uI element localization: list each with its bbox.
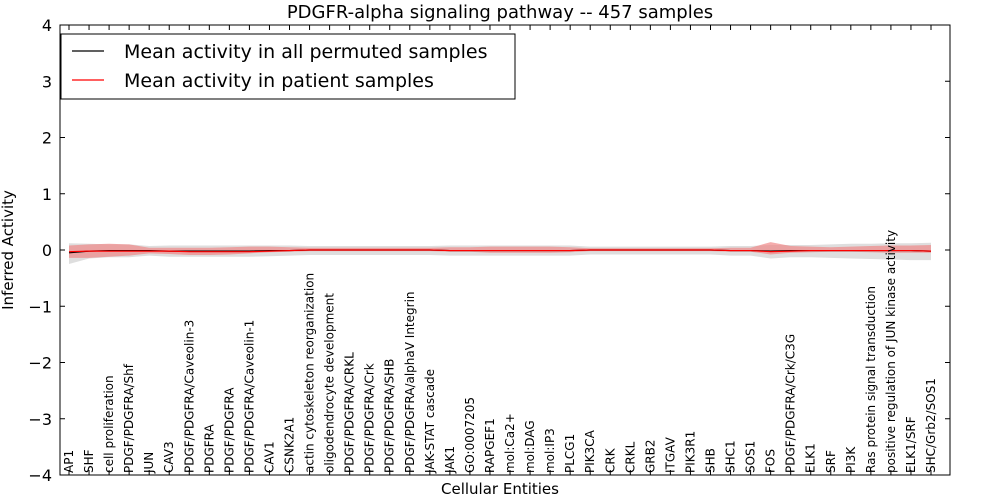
x-tick-label: ITGAV <box>663 436 677 473</box>
x-tick-label: RAPGEF1 <box>483 418 497 473</box>
x-tick-label: SHC1 <box>724 440 738 473</box>
legend: Mean activity in all permuted samples Me… <box>60 33 516 100</box>
x-tick-label: cell proliferation <box>102 375 116 473</box>
legend-label-permuted: Mean activity in all permuted samples <box>124 41 487 63</box>
y-tick-label: 4 <box>42 16 52 35</box>
x-tick-label: actin cytoskeleton reorganization <box>303 273 317 473</box>
x-tick-label: ELK1 <box>804 443 818 473</box>
x-axis: AP1 SHF cell proliferation PDGF/PDGFRA/Shf J… <box>62 25 938 475</box>
x-tick-label: CRK <box>603 447 617 473</box>
y-tick-label: 3 <box>42 72 52 91</box>
chart-title: PDGFR-alpha signaling pathway -- 457 sam… <box>287 2 713 23</box>
y-tick-label: −2 <box>28 354 52 373</box>
x-tick-label: mol:Ca2+ <box>503 413 517 473</box>
x-tick-label: SHB <box>703 448 717 473</box>
x-tick-label: ELK1/SRF <box>904 416 918 473</box>
x-tick-label: PLCG1 <box>563 434 577 473</box>
x-tick-label: PDGF/PDGFRA/Shf <box>122 363 136 473</box>
y-axis: −4 −3 −2 −1 0 1 2 3 4 <box>28 16 950 485</box>
x-tick-label: SOS1 <box>744 441 758 473</box>
x-tick-label: GRB2 <box>643 439 657 473</box>
x-tick-label: PI3K <box>844 446 858 473</box>
y-tick-label: −3 <box>28 410 52 429</box>
y-tick-label: −4 <box>28 466 52 485</box>
x-tick-label: Ras protein signal transduction <box>864 286 878 473</box>
x-tick-label: JAK-STAT cascade <box>423 369 437 474</box>
x-tick-label: PIK3R1 <box>683 431 697 473</box>
patient-mean-line <box>68 249 932 253</box>
x-tick-label: PDGF/PDGFRA/Caveolin-1 <box>242 320 256 473</box>
y-tick-label: 0 <box>42 241 52 260</box>
x-tick-label: PDGF/PDGFRA/SHB <box>383 359 397 473</box>
x-tick-label: AP1 <box>62 450 76 473</box>
legend-label-patient: Mean activity in patient samples <box>124 70 434 92</box>
y-tick-label: 1 <box>42 185 52 204</box>
x-tick-label: PDGF/PDGFRA/Caveolin-3 <box>182 320 196 473</box>
x-tick-label: JUN <box>142 452 156 474</box>
y-axis-label: Inferred Activity <box>0 190 17 310</box>
x-tick-label: PDGF/PDGFRA/Crk/C3G <box>784 334 798 473</box>
x-tick-label: PIK3CA <box>583 429 597 473</box>
x-tick-label: CAV1 <box>262 441 276 473</box>
x-tick-label: PDGF/PDGFRA/alphaV Integrin <box>403 291 417 473</box>
x-tick-label: SHF <box>82 449 96 473</box>
x-tick-label: SRF <box>824 450 838 473</box>
y-tick-label: 2 <box>42 129 52 148</box>
x-tick-label: PDGF/PDGFRA/CRKL <box>343 352 357 473</box>
x-tick-label: PDGF/PDGFRA/Crk <box>363 363 377 473</box>
x-tick-label: FOS <box>764 449 778 473</box>
y-tick-label: −1 <box>28 297 52 316</box>
x-axis-label: Cellular Entities <box>441 480 559 498</box>
x-tick-label: JAK1 <box>443 446 457 474</box>
x-tick-label: PDGFRA <box>202 423 216 473</box>
x-tick-label: oligodendrocyte development <box>323 293 337 473</box>
x-tick-label: mol:DAG <box>523 420 537 473</box>
x-tick-label: mol:IP3 <box>543 428 557 473</box>
x-tick-label: SHC/Grb2/SOS1 <box>924 378 938 473</box>
series-lines <box>68 249 932 254</box>
x-tick-label: GO:0007205 <box>463 397 477 473</box>
x-tick-label: PDGF/PDGFRA <box>222 387 236 473</box>
x-tick-label: positive regulation of JUN kinase activi… <box>884 230 898 473</box>
x-tick-label: CSNK2A1 <box>283 417 297 473</box>
legend-box <box>60 33 516 100</box>
x-tick-label: CRKL <box>623 441 637 473</box>
x-tick-label: CAV3 <box>162 441 176 473</box>
